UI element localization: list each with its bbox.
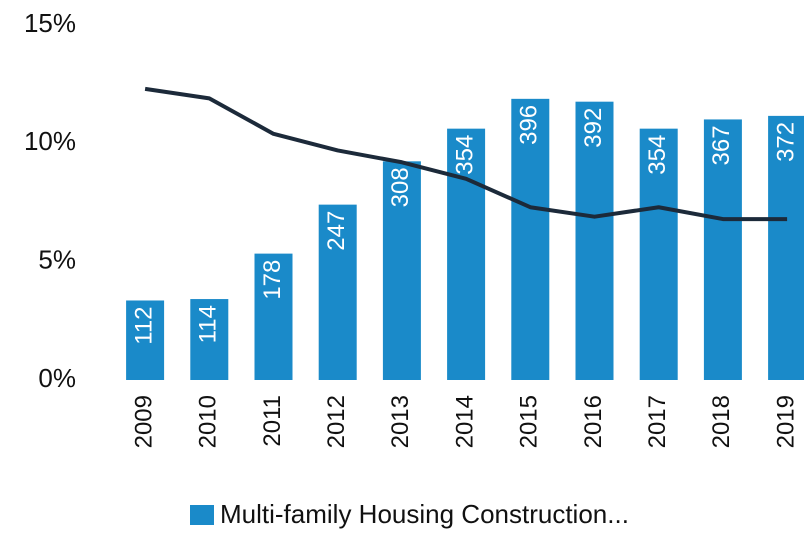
bar bbox=[318, 204, 357, 380]
data-label: 178 bbox=[259, 260, 286, 300]
x-tick-label: 2013 bbox=[387, 395, 414, 448]
legend-label: Multi-family Housing Construction... bbox=[220, 499, 629, 529]
data-label: 247 bbox=[323, 211, 350, 251]
line bbox=[144, 86, 788, 222]
x-tick-label: 2010 bbox=[195, 395, 222, 448]
bar bbox=[190, 299, 229, 380]
bar bbox=[639, 128, 678, 380]
x-tick-label: 2009 bbox=[130, 395, 157, 448]
y-tick-label: 5% bbox=[38, 245, 76, 275]
y-tick-label: 15% bbox=[24, 8, 76, 38]
x-tick-label: 2014 bbox=[451, 395, 478, 448]
data-label: 392 bbox=[580, 108, 607, 148]
data-label: 372 bbox=[772, 122, 799, 162]
bar bbox=[768, 115, 804, 380]
legend-swatch bbox=[190, 505, 214, 525]
x-tick-label: 2015 bbox=[516, 395, 543, 448]
x-tick-label: 2012 bbox=[323, 395, 350, 448]
y-tick-label: 0% bbox=[38, 363, 76, 393]
data-label: 114 bbox=[195, 305, 222, 343]
data-label: 396 bbox=[516, 105, 543, 145]
y-tick-label: 10% bbox=[24, 126, 76, 156]
bar bbox=[382, 161, 421, 380]
data-label: 112 bbox=[130, 306, 157, 344]
bar bbox=[511, 98, 550, 380]
bar bbox=[447, 128, 486, 380]
data-label: 367 bbox=[708, 125, 735, 165]
data-label: 354 bbox=[451, 135, 478, 175]
bar bbox=[575, 101, 614, 381]
x-tick-label: 2016 bbox=[580, 395, 607, 448]
x-tick-label: 2018 bbox=[708, 395, 735, 448]
data-label: 308 bbox=[387, 167, 414, 207]
data-label: 354 bbox=[644, 135, 671, 175]
bar bbox=[126, 300, 165, 380]
x-tick-label: 2011 bbox=[259, 395, 286, 447]
x-tick-label: 2019 bbox=[772, 395, 799, 448]
bar bbox=[703, 119, 742, 381]
x-tick-label: 2017 bbox=[644, 395, 671, 448]
bar bbox=[254, 253, 293, 380]
